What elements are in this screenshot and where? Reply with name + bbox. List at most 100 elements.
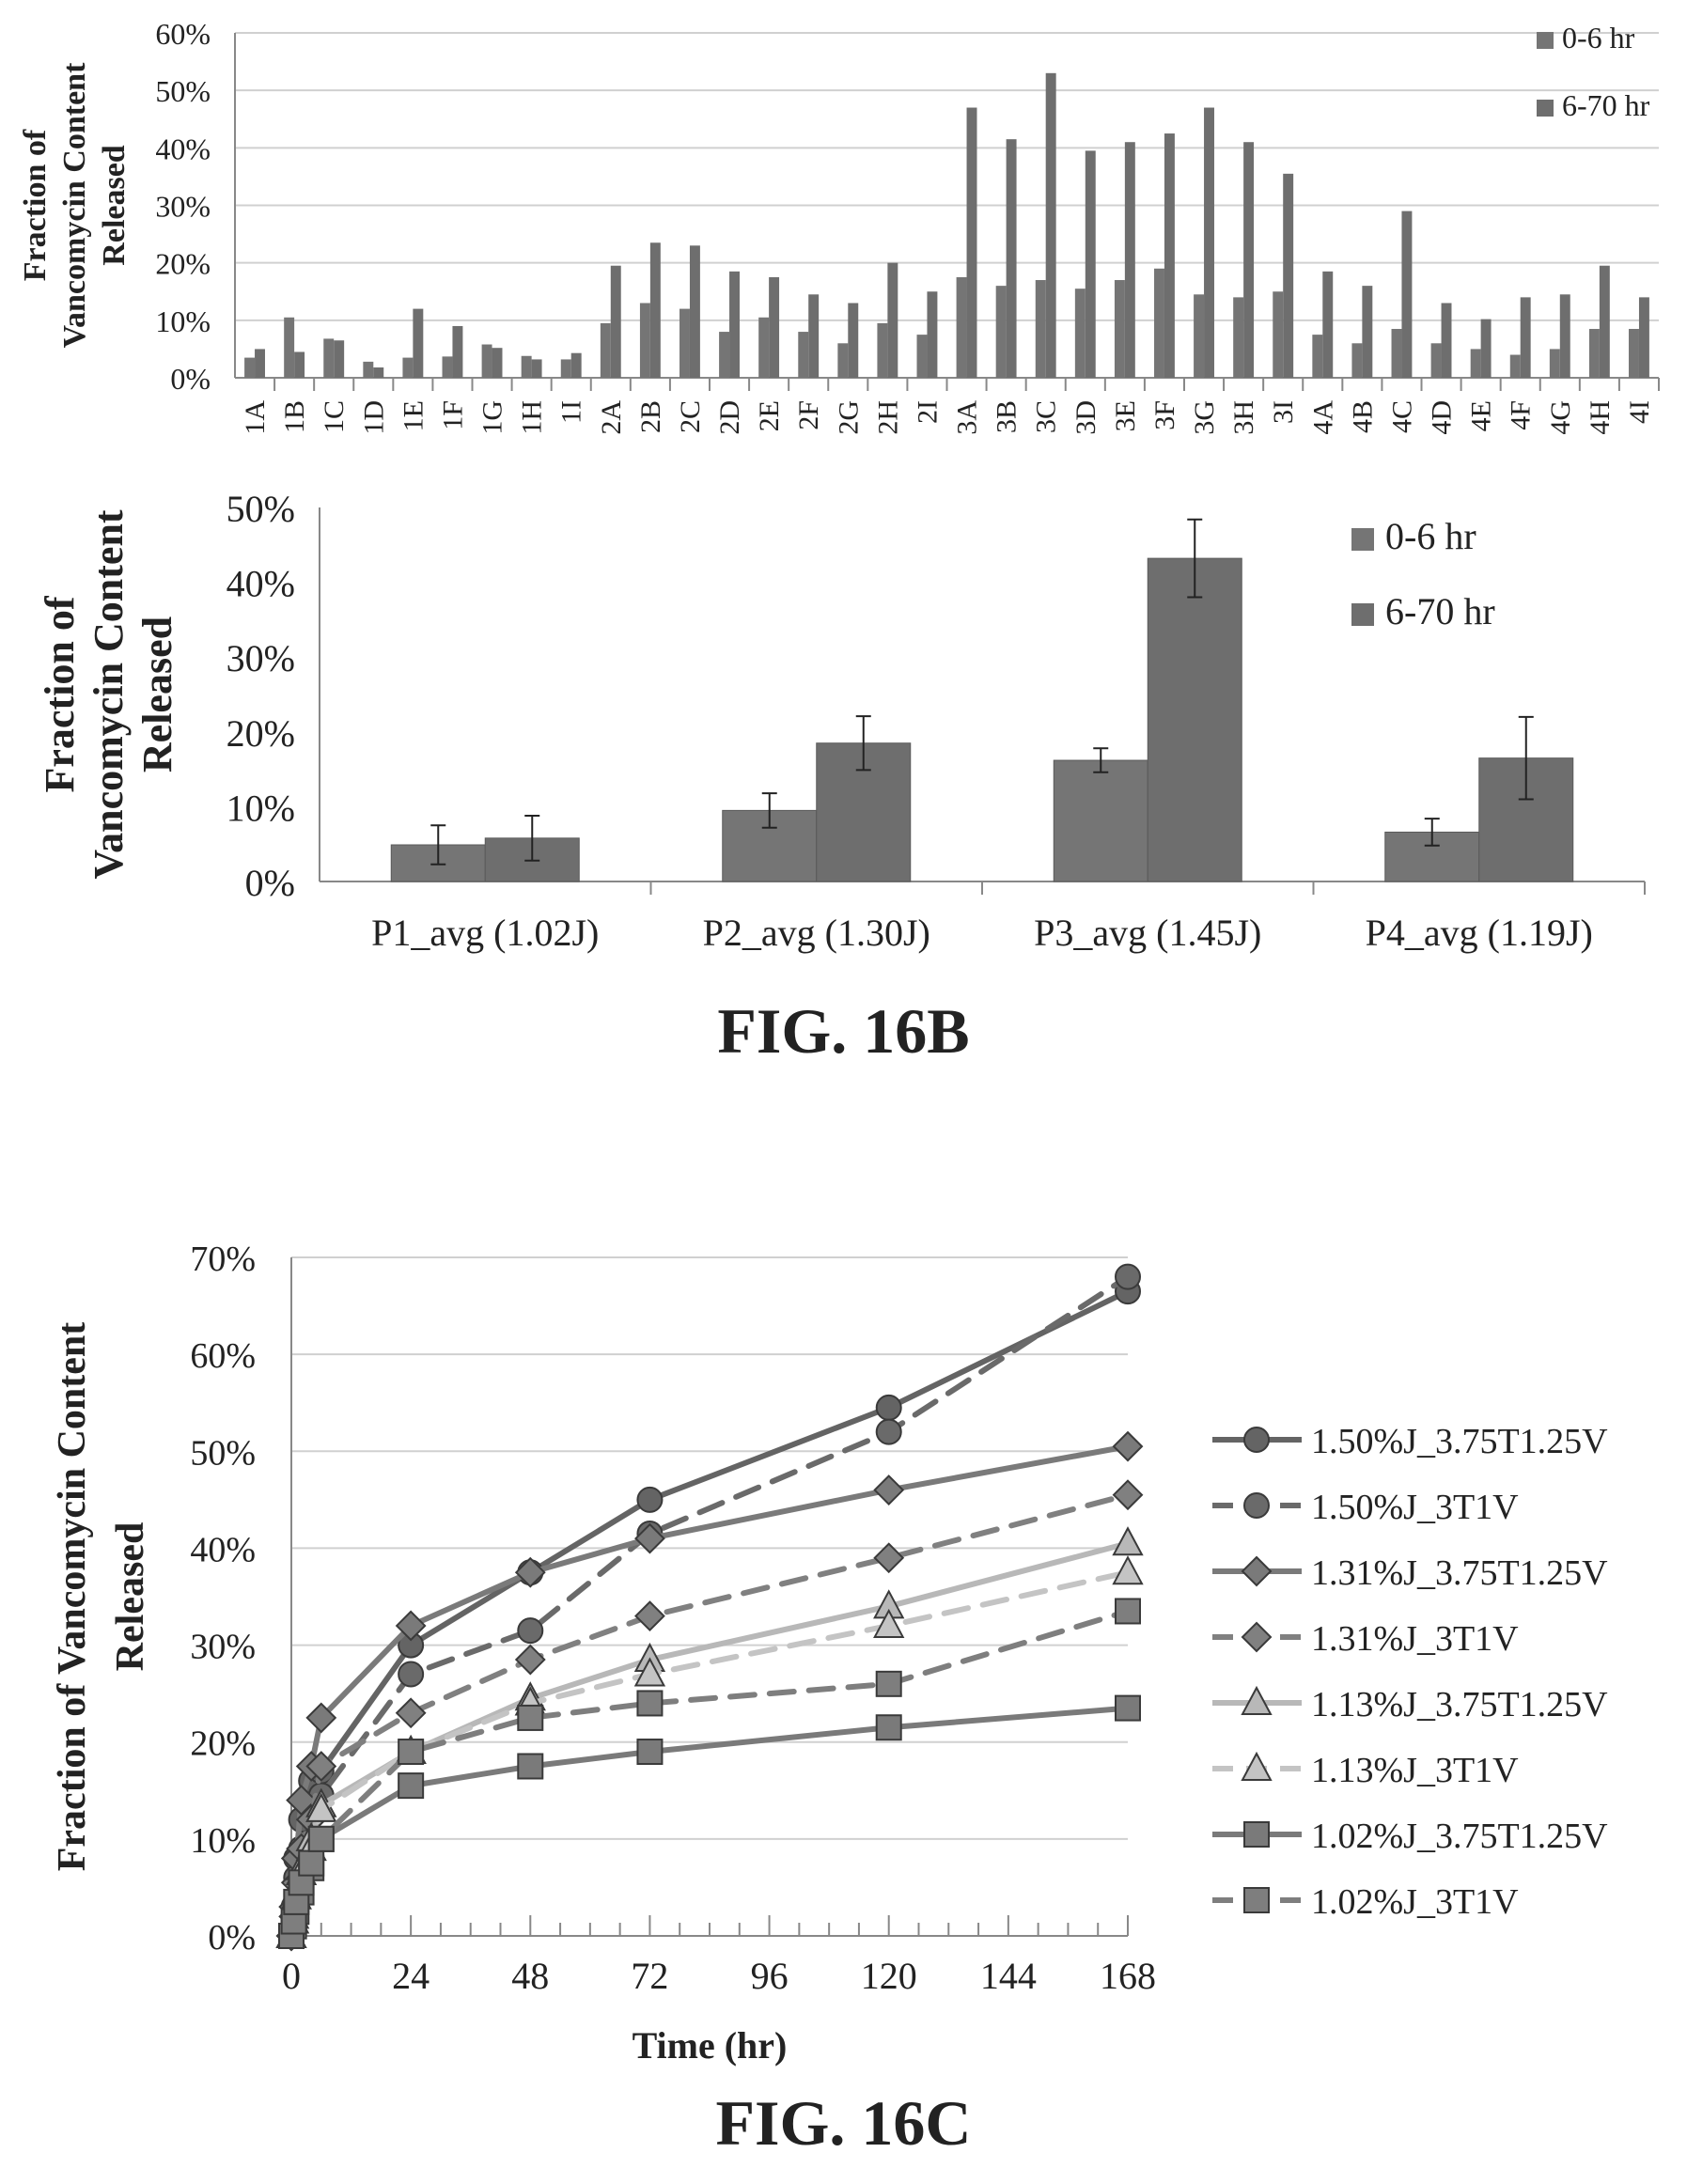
y-tick-label: 30%: [155, 190, 211, 224]
legend-marker: [1241, 1685, 1273, 1715]
bar: [1520, 297, 1531, 378]
x-tick-label: 24: [392, 1955, 430, 1997]
legend-marker: [1243, 1427, 1270, 1453]
bar: [363, 361, 374, 378]
series-line: [289, 1273, 1131, 1939]
x-tick-label: 1E: [398, 400, 429, 431]
bar: [1629, 329, 1639, 378]
bar: [1391, 329, 1402, 378]
bar: [1401, 211, 1413, 378]
data-point: [514, 1644, 546, 1676]
legend-swatch: [1351, 528, 1374, 551]
bar: [1273, 291, 1284, 378]
y-axis-label: Fraction of: [37, 595, 83, 792]
bar: [373, 367, 384, 378]
legend-marker: [1243, 1821, 1270, 1848]
legend-swatch: [1537, 100, 1554, 117]
data-point: [636, 1739, 664, 1766]
bar: [294, 351, 305, 378]
data-point: [873, 1474, 905, 1505]
y-axis-label: Vancomycin Content: [86, 509, 132, 880]
y-tick-label: 40%: [190, 1530, 256, 1569]
bar: [916, 335, 928, 378]
bar: [927, 291, 938, 378]
x-tick-label: 3E: [1110, 400, 1141, 431]
data-point: [398, 1739, 425, 1766]
x-tick-label: 4A: [1307, 400, 1338, 435]
x-tick-label: 3A: [952, 400, 983, 435]
data-point: [517, 1753, 544, 1780]
bar: [1147, 557, 1242, 882]
bar: [323, 338, 335, 378]
x-tick-label: P4_avg (1.19J): [1366, 912, 1593, 954]
bar: [1154, 268, 1164, 378]
bar: [639, 303, 650, 378]
x-tick-label: 48: [511, 1955, 549, 1997]
bar: [1283, 173, 1294, 378]
x-tick-label: 2D: [714, 400, 745, 435]
x-tick-label: P1_avg (1.02J): [371, 912, 599, 954]
bar: [600, 322, 611, 378]
y-tick-label: 20%: [226, 712, 295, 755]
bar: [966, 107, 977, 379]
x-tick-label: 4G: [1545, 400, 1576, 435]
x-tick-label: 96: [751, 1955, 789, 1997]
bar: [1509, 354, 1521, 378]
bar: [887, 262, 898, 378]
x-tick-label: 1G: [477, 400, 508, 435]
figure-label-16c: FIG. 16C: [715, 2087, 972, 2159]
data-point: [634, 1522, 665, 1554]
data-point: [636, 1690, 664, 1717]
bar: [1194, 294, 1205, 378]
bar: [452, 325, 463, 378]
data-point: [873, 1608, 905, 1638]
legend-label: 1.31%J_3T1V: [1311, 1619, 1519, 1659]
bar: [413, 308, 424, 378]
bar: [1351, 343, 1363, 378]
x-tick-label: 2F: [793, 400, 824, 430]
legend-label: 1.13%J_3.75T1.25V: [1311, 1685, 1608, 1724]
bar: [729, 271, 740, 378]
bar: [284, 317, 295, 378]
y-tick-label: 0%: [208, 1918, 256, 1958]
y-axis-label: Released: [109, 1522, 152, 1672]
bar: [1085, 150, 1096, 378]
legend-label: 6-70 hr: [1385, 590, 1495, 632]
data-point: [398, 1772, 425, 1800]
x-tick-label: 4H: [1585, 400, 1616, 435]
data-point: [1112, 1430, 1144, 1462]
bar: [769, 276, 780, 378]
x-tick-label: 4D: [1427, 400, 1458, 435]
x-tick-label: 4E: [1466, 400, 1497, 431]
x-tick-label: 3F: [1149, 400, 1180, 430]
x-tick-label: 1F: [437, 400, 468, 430]
x-tick-label: 2C: [675, 400, 706, 433]
y-tick-label: 50%: [226, 488, 295, 530]
x-tick-label: 3H: [1228, 400, 1259, 435]
x-tick-label: P2_avg (1.30J): [703, 912, 930, 954]
x-tick-label: 3B: [992, 400, 1023, 433]
figure-label-16b: FIG. 16B: [717, 995, 970, 1067]
bar: [798, 332, 809, 378]
y-tick-label: 10%: [190, 1821, 256, 1861]
bar: [1441, 303, 1452, 378]
data-point: [875, 1670, 902, 1697]
x-tick-label: 2H: [872, 400, 903, 435]
x-tick-label: 4B: [1347, 400, 1378, 433]
legend-label: 0-6 hr: [1385, 515, 1476, 557]
bar: [719, 332, 730, 378]
bar: [1006, 139, 1017, 378]
x-axis-label: Time (hr): [633, 2024, 788, 2067]
y-tick-label: 20%: [190, 1724, 256, 1764]
data-point: [395, 1610, 427, 1642]
x-tick-label: 1A: [240, 400, 271, 435]
data-point: [398, 1661, 425, 1688]
legend-label: 1.50%J_3T1V: [1311, 1488, 1519, 1527]
data-point: [1115, 1263, 1141, 1290]
data-point: [307, 1825, 335, 1852]
data-point: [875, 1418, 902, 1445]
bar: [1638, 297, 1649, 378]
data-point: [305, 1702, 337, 1734]
x-tick-label: 2A: [596, 400, 627, 435]
